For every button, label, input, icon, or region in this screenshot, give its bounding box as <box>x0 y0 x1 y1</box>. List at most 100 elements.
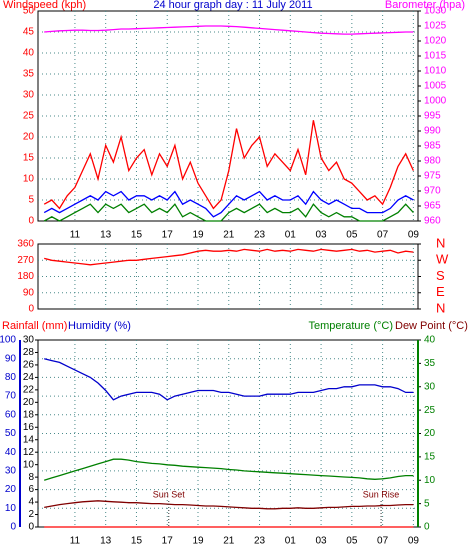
y3-tick-label: 2 <box>28 509 34 520</box>
series-line <box>44 458 414 481</box>
x-tick-label: 17 <box>162 230 174 241</box>
y-tick-label: 5 <box>28 195 34 206</box>
y-tick-label: 10 <box>5 503 17 514</box>
x-tick-label: 05 <box>346 536 358 547</box>
y-tick-label: 0 <box>10 522 16 533</box>
y2-tick-label: 10 <box>424 475 436 486</box>
x-tick-label: 17 <box>162 536 174 547</box>
y2-tick-label: 35 <box>424 358 436 369</box>
y3-tick-label: 8 <box>28 472 34 483</box>
y2-tick-label: 1010 <box>424 66 447 77</box>
y3-tick-label: 12 <box>23 447 35 458</box>
y2-tick-label: 1015 <box>424 51 447 62</box>
y-tick-label: 30 <box>5 466 17 477</box>
y3-tick-label: 14 <box>23 434 35 445</box>
x-tick-label: 03 <box>316 230 328 241</box>
x-tick-label: 03 <box>316 536 328 547</box>
series-label: Humidity (%) <box>68 320 131 332</box>
y2-tick-label: 1025 <box>424 21 447 32</box>
y2-tick-label: 0 <box>424 522 430 533</box>
y2-tick-label: 995 <box>424 111 441 122</box>
y-tick-label: 15 <box>23 153 35 164</box>
y3-tick-label: 10 <box>23 459 35 470</box>
y3-tick-label: 26 <box>23 360 35 371</box>
y-tick-label: 20 <box>23 132 35 143</box>
x-tick-label: 19 <box>192 536 204 547</box>
y3-tick-label: 6 <box>28 484 34 495</box>
y2-tick-label: 1020 <box>424 36 447 47</box>
y-tick-label: 90 <box>23 287 35 298</box>
x-tick-label: 23 <box>254 536 266 547</box>
y3-tick-label: 20 <box>23 397 35 408</box>
y-tick-label: 45 <box>23 27 35 38</box>
annotation-label: Sun Rise <box>363 489 400 499</box>
y2-tick-label: 980 <box>424 156 441 167</box>
x-tick-label: 21 <box>223 230 235 241</box>
series-label: Dew Point (°C) <box>395 320 468 332</box>
y-tick-label: 70 <box>5 391 17 402</box>
series-label: Rainfall (mm) <box>2 320 67 332</box>
x-tick-label: 11 <box>70 536 81 547</box>
series-line <box>44 358 414 401</box>
x-tick-label: 01 <box>285 230 297 241</box>
y2-tick-label: 25 <box>424 405 436 416</box>
x-tick-label: 11 <box>70 230 81 241</box>
y-tick-label: 25 <box>23 111 35 122</box>
x-tick-label: 07 <box>377 536 389 547</box>
x-tick-label: 05 <box>346 230 358 241</box>
x-tick-label: 09 <box>408 536 420 547</box>
y-tick-label: 30 <box>23 90 35 101</box>
series-line <box>44 248 414 266</box>
y-tick-label: 90 <box>5 353 17 364</box>
y-axis-label: Windspeed (kph) <box>3 0 86 11</box>
y2-tick-label: 15 <box>424 452 436 463</box>
y2-tick-label: 975 <box>424 171 441 182</box>
y2-tick-label: 960 <box>424 216 441 227</box>
y2-tick-label: E <box>436 284 445 299</box>
y-tick-label: 35 <box>23 69 35 80</box>
y-tick-label: 270 <box>17 255 34 266</box>
y2-tick-label: W <box>436 252 449 267</box>
series-line <box>43 190 414 218</box>
y-tick-label: 60 <box>5 409 17 420</box>
x-tick-label: 09 <box>408 230 420 241</box>
series-line <box>43 120 414 210</box>
x-tick-label: 19 <box>192 230 204 241</box>
y-tick-label: 0 <box>28 216 34 227</box>
x-tick-label: 23 <box>254 230 266 241</box>
x-tick-label: 13 <box>100 230 112 241</box>
y-tick-label: 360 <box>17 239 34 250</box>
y-tick-label: 20 <box>5 484 17 495</box>
y2-tick-label: 1005 <box>424 81 447 92</box>
x-tick-label: 13 <box>100 536 112 547</box>
y-tick-label: 50 <box>5 428 17 439</box>
y-tick-label: 50 <box>23 6 35 17</box>
y-tick-label: 100 <box>0 335 16 346</box>
y2-tick-label: 20 <box>424 428 436 439</box>
y2-tick-label: 970 <box>424 186 441 197</box>
x-tick-label: 01 <box>285 536 297 547</box>
y3-tick-label: 30 <box>23 335 35 346</box>
series-line <box>43 203 414 222</box>
y2-tick-label: 985 <box>424 141 441 152</box>
x-tick-label: 15 <box>131 536 143 547</box>
y3-tick-label: 22 <box>23 385 35 396</box>
series-label: Temperature (°C) <box>309 320 393 332</box>
y3-tick-label: 0 <box>28 522 34 533</box>
series-line <box>44 25 414 35</box>
y3-tick-label: 4 <box>28 497 34 508</box>
y2-tick-label: 30 <box>424 381 436 392</box>
y2-tick-label: N <box>436 300 445 315</box>
x-tick-label: 15 <box>131 230 143 241</box>
annotation-label: Sun Set <box>153 489 186 499</box>
x-tick-label: 07 <box>377 230 389 241</box>
series-line <box>44 500 414 510</box>
y2-tick-label: 40 <box>424 335 436 346</box>
y2-tick-label: N <box>436 235 445 250</box>
y2-tick-label: 1000 <box>424 96 447 107</box>
y2-tick-label: 5 <box>424 498 430 509</box>
y2-axis-label: Barometer (hpa) <box>385 0 465 11</box>
y2-tick-label: 1030 <box>424 6 447 17</box>
y2-tick-label: S <box>436 268 445 283</box>
